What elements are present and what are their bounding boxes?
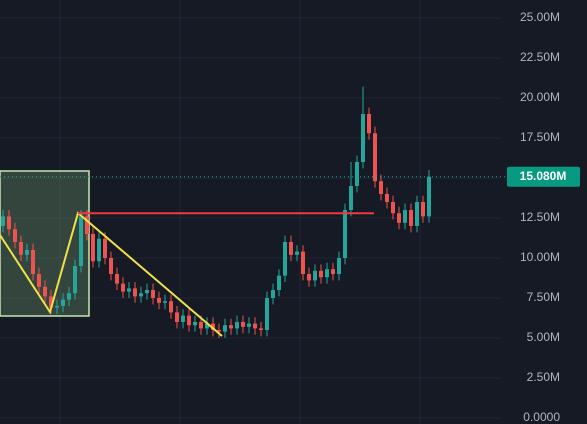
candle-body [37,274,41,287]
candle-body [133,288,137,297]
y-tick-label: 5.00M [527,330,560,344]
candle-body [31,250,35,274]
candle-body [151,290,155,298]
candle-body [325,269,329,278]
candle-body [397,213,401,223]
candles [1,86,431,338]
candle-body [367,114,371,134]
last-price-label: 15.080M [520,169,567,183]
candle-body [193,322,197,326]
candle-body [205,323,209,329]
candle-body [271,290,275,298]
candle-body [307,274,311,281]
y-tick-label: 10.00M [520,250,560,264]
candle-body [265,298,269,330]
last-price-tag [507,166,580,187]
candle-body [7,216,11,230]
candle-body [19,242,23,255]
candle-body [289,242,293,255]
candle-body [145,290,149,294]
y-tick-label: 20.00M [520,90,560,104]
candle-body [379,181,383,194]
candle-body [181,315,185,322]
trend-drawing [0,211,223,337]
candle-body [121,283,125,292]
y-tick-label: 17.50M [520,130,560,144]
candle-body [61,299,65,306]
candle-body [109,258,113,274]
candle-body [301,251,305,274]
candle-body [157,298,161,303]
y-tick-label: 7.50M [527,290,560,304]
candle-body [163,301,167,303]
candle-body [403,210,407,223]
candle-body [199,322,203,329]
y-tick-label: 2.50M [527,370,560,384]
candle-body [103,238,107,258]
candle-body [247,323,251,327]
candle-body [373,133,377,182]
candle-body [385,194,389,202]
candle-body [43,286,47,297]
candle-body [361,114,365,162]
candle-body [79,216,83,266]
candle-body [391,202,395,214]
candle-body [229,325,233,329]
candle-body [211,323,215,330]
candle-body [169,301,173,313]
candle-body [337,258,341,274]
candle-body [67,293,71,300]
candle-body [277,275,281,290]
candle-body [13,229,17,242]
candle-body [25,250,29,255]
candle-body [319,270,323,278]
candle-body [415,202,419,226]
y-tick-label: 22.50M [520,50,560,64]
candle-body [427,176,431,217]
candle-body [223,325,227,332]
candle-body [259,328,263,330]
candle-body [343,210,347,258]
candle-body [409,210,413,226]
candle-body [55,306,59,308]
y-tick-label: 0.0000 [523,410,560,424]
candle-body [349,186,353,210]
candle-body [355,162,359,186]
candle-body [421,202,425,217]
vertical-grid [59,0,421,424]
y-tick-label: 25.00M [520,10,560,24]
candle-body [139,293,143,297]
candle-body [253,323,257,329]
candle-body [241,322,245,327]
candle-body [313,270,317,281]
candle-body [331,269,335,274]
overlay: 0.00002.50M5.00M7.50M10.00M12.50M15.00M1… [0,10,580,424]
y-tick-label: 12.50M [520,210,560,224]
candle-body [217,330,221,332]
candle-body [187,315,191,326]
candle-body [91,234,95,262]
candle-body [49,296,53,308]
candle-body [97,238,101,262]
candle-body [295,251,299,255]
candle-body [283,242,287,276]
candle-body [73,266,77,294]
candle-body [235,322,239,329]
candle-body [127,288,131,292]
candle-body [115,274,119,284]
candle-body [1,216,5,226]
candle-body [85,216,89,234]
candle-body [175,312,179,322]
